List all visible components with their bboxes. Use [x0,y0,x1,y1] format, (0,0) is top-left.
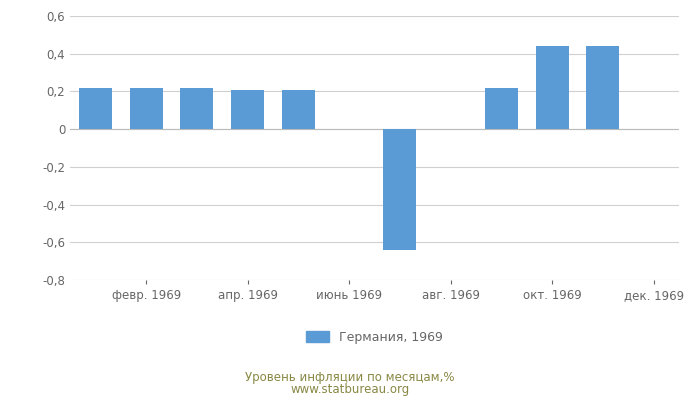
Bar [384,129,416,250]
Text: Уровень инфляции по месяцам,%: Уровень инфляции по месяцам,% [245,372,455,384]
Bar [282,90,315,129]
Bar [536,46,568,129]
Bar [231,90,264,129]
Bar [79,88,112,129]
Bar [181,88,214,129]
Bar [485,88,518,129]
Legend: Германия, 1969: Германия, 1969 [301,326,448,349]
Text: www.statbureau.org: www.statbureau.org [290,384,410,396]
Bar [587,46,620,129]
Bar [130,88,162,129]
